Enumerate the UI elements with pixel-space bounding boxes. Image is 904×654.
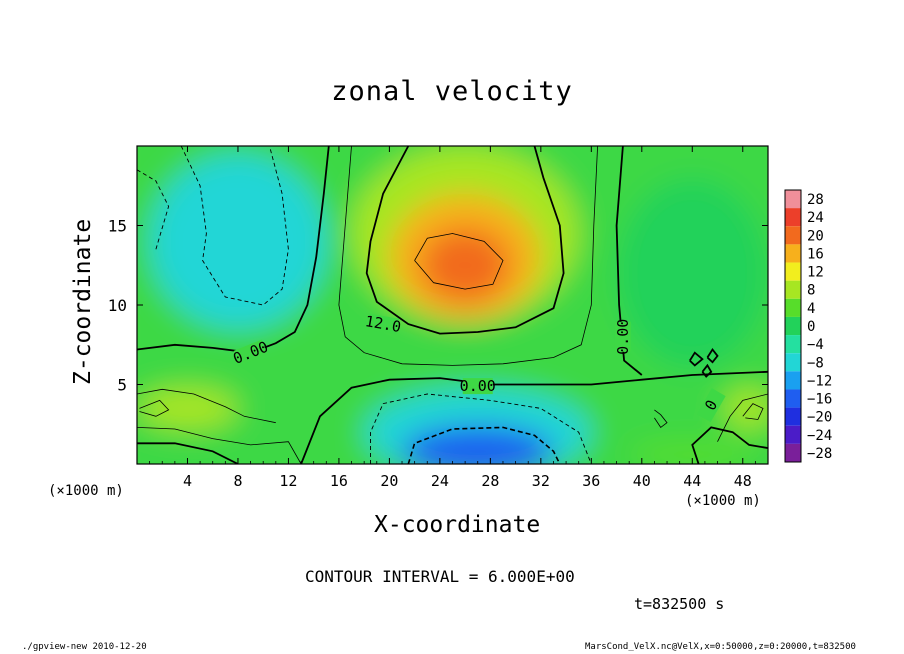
colorbar-cell xyxy=(785,407,801,426)
x-tick-label: 36 xyxy=(582,472,600,490)
colorbar-label: −12 xyxy=(807,373,832,389)
contour-zero-right xyxy=(615,146,643,376)
contour-twelve-left xyxy=(139,399,170,417)
colorbar-cell xyxy=(785,280,801,299)
contour-six-left-low xyxy=(137,427,302,464)
x-tick-label: 28 xyxy=(481,472,499,490)
x-tick-label: 40 xyxy=(633,472,651,490)
field-blobs xyxy=(137,146,768,464)
x-tick-label: 44 xyxy=(683,472,701,490)
y-tick-label: 10 xyxy=(108,296,127,315)
colorbar-label: 12 xyxy=(807,265,824,281)
contour-six-right xyxy=(717,393,768,442)
contour-minus-six xyxy=(370,393,592,464)
colorbar-label: 4 xyxy=(807,301,815,317)
colorbar-label: −24 xyxy=(807,428,832,444)
colorbar-cell xyxy=(785,353,801,372)
chart-title: zonal velocity xyxy=(331,76,573,107)
contour-minus-twelve xyxy=(407,426,561,464)
blob-bottom-core xyxy=(402,425,554,464)
y-tick-label: 15 xyxy=(108,217,127,236)
contour-label: 0.00 xyxy=(460,377,496,395)
colorbar-cell xyxy=(785,208,801,227)
colorbar-label: −4 xyxy=(807,337,824,353)
colorbar-label: −28 xyxy=(807,446,832,462)
colorbar-label: 20 xyxy=(807,228,824,244)
x-tick-label: 8 xyxy=(233,472,242,490)
contour-interval-note: CONTOUR INTERVAL = 6.000E+00 xyxy=(305,567,575,586)
blob-right xyxy=(616,177,768,369)
contour-label-bg xyxy=(233,339,268,366)
blob-bottom-right xyxy=(629,441,756,464)
contour-label-bg xyxy=(462,378,493,395)
colorbar-cell xyxy=(785,371,801,390)
contour-zero-left xyxy=(137,146,330,354)
colorbar-label: −8 xyxy=(807,355,824,371)
contour-six-left-mid xyxy=(137,388,276,424)
blob-right-warm xyxy=(723,387,768,430)
contour-small-loop xyxy=(654,409,668,428)
contour-twelve-right xyxy=(742,403,764,420)
x-tick-label: 12 xyxy=(279,472,297,490)
blob-left-warm xyxy=(137,387,238,430)
x-tick-label: 20 xyxy=(380,472,398,490)
contour-six xyxy=(338,146,598,366)
contour-label-bg xyxy=(614,321,631,352)
colorbar-cell xyxy=(785,316,801,336)
contour-label: 12.0 xyxy=(364,312,403,336)
x-tick-label: 16 xyxy=(330,472,348,490)
colorbar-cell xyxy=(785,335,801,354)
time-stamp: t=832500 s xyxy=(634,595,725,613)
x-unit-label-right: (×1000 m) xyxy=(685,493,761,509)
x-tick-label: 4 xyxy=(183,472,192,490)
colorbar-cell xyxy=(785,443,801,462)
contour-minus-six-edge xyxy=(137,169,170,250)
contour-zero-right-low xyxy=(691,426,768,464)
x-tick-label: 32 xyxy=(532,472,550,490)
contour-minus-six-upper xyxy=(180,146,289,306)
contour-label-bg xyxy=(366,313,400,335)
colorbar-label: −16 xyxy=(807,392,832,408)
blob-upper-left-low xyxy=(149,153,327,329)
y-tick-label: 5 xyxy=(117,376,127,395)
colorbar-cell xyxy=(785,244,801,263)
y-axis-label: Z-coordinate xyxy=(70,218,96,385)
colorbar-cell xyxy=(785,262,801,281)
colorbar-cell xyxy=(785,389,801,408)
colorbar-cell xyxy=(785,425,801,444)
colorbar-cell xyxy=(785,226,801,245)
contour-label-bg xyxy=(696,388,726,423)
colorbar: 28 24 20 16 12 8 4 0 −4 −8 −12 −16 −20 −24 −28 xyxy=(784,189,832,463)
colorbar-label: −20 xyxy=(807,410,832,426)
contour-twelve xyxy=(365,146,565,335)
velocity-field xyxy=(137,146,768,464)
x-axis-label: X-coordinate xyxy=(374,512,541,538)
colorbar-label: 28 xyxy=(807,192,824,208)
contour-label: 0.00 xyxy=(614,319,632,355)
contour-zero-blip-1 xyxy=(689,351,704,367)
colorbar-frame xyxy=(784,189,802,463)
contour-zero-blip-3 xyxy=(701,363,713,378)
contour-zero-blip-2 xyxy=(706,347,719,364)
x-unit-label-left: (×1000 m) xyxy=(48,483,124,499)
footer-data-source: MarsCond_VelX.nc@VelX,x=0:50000,z=0:2000… xyxy=(585,642,856,652)
blob-jet-core xyxy=(420,228,510,302)
colorbar-cell xyxy=(785,298,801,317)
colorbar-label: 8 xyxy=(807,283,815,299)
colorbar-label: 16 xyxy=(807,246,824,262)
colorbar-label: 24 xyxy=(807,210,824,226)
contour-eighteen xyxy=(414,233,504,290)
x-tick-label: 48 xyxy=(734,472,752,490)
x-tick-label: 24 xyxy=(431,472,449,490)
footer-program-info: ./gpview-new 2010-12-20 xyxy=(22,642,147,652)
colorbar-cell xyxy=(785,190,801,209)
colorbar-label: 0 xyxy=(807,319,815,335)
contour-zero-left-low xyxy=(137,442,239,464)
